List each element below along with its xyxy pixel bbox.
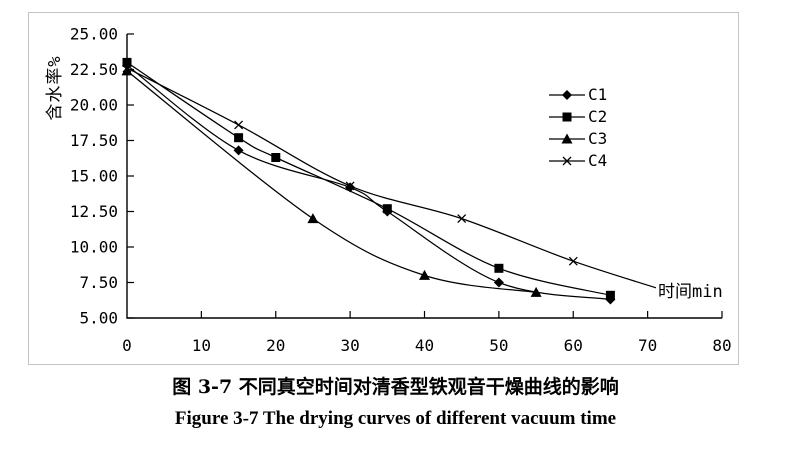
x-tick-label: 10 [192,336,211,355]
x-tick-label: 0 [122,336,132,355]
legend-item-C4: C4 [548,150,607,172]
x-axis: 0 10 20 30 40 50 60 70 80 [122,311,732,355]
legend-label: C3 [588,129,608,148]
x-tick-label: 20 [266,336,285,355]
x-tick-label: 30 [340,336,359,355]
series-C3 [121,65,542,297]
legend-item-C1: C1 [548,84,607,106]
x-tick-label: 80 [712,336,731,355]
x-tick-label: 60 [564,336,583,355]
legend-item-C3: C3 [548,128,607,150]
series-C2 [122,57,615,300]
legend-label: C4 [588,151,608,170]
caption-english: Figure 3-7 The drying curves of differen… [174,408,617,429]
y-axis: 25.00 22.50 20.00 17.50 15.00 12.50 10.00 7.50 5… [70,25,134,328]
y-tick-label: 12.50 [70,202,118,221]
caption-chinese: 图 3-7 不同真空时间对清香型铁观音干燥曲线的影响 [172,376,619,398]
chart-frame [28,12,739,365]
y-tick-label: 17.50 [70,131,118,150]
x-tick-label: 50 [489,336,508,355]
legend-marker-square-icon [549,112,585,122]
y-axis-title: 含水率% [45,55,65,121]
y-tick-label: 15.00 [70,167,118,186]
x-axis-title: 时间min [656,277,725,302]
y-tick-label: 22.50 [70,60,118,79]
legend-marker-triangle-icon [549,133,585,144]
legend-marker-diamond-icon [549,90,585,100]
x-tick-label: 70 [638,336,657,355]
legend-label: C1 [588,85,608,104]
y-tick-label: 10.00 [70,238,118,257]
y-tick-label: 5.00 [79,309,118,328]
legend-item-C2: C2 [548,106,607,128]
chart-legend: C1 C2 C3 C4 [548,84,607,172]
x-tick-label: 40 [415,336,434,355]
legend-label: C2 [588,107,608,126]
y-tick-label: 7.50 [79,273,118,292]
series-C1 [122,60,616,305]
y-tick-label: 20.00 [70,96,118,115]
legend-marker-x-icon [549,156,585,166]
y-tick-label: 25.00 [70,25,118,44]
